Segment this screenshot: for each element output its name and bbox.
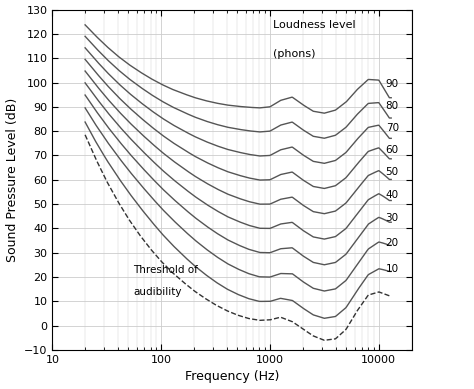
Text: Threshold of: Threshold of [133, 265, 198, 275]
Text: 90: 90 [386, 79, 399, 89]
Text: (phons): (phons) [273, 49, 316, 59]
Y-axis label: Sound Pressure Level (dB): Sound Pressure Level (dB) [6, 98, 18, 262]
Text: 70: 70 [386, 123, 399, 133]
X-axis label: Frequency (Hz): Frequency (Hz) [185, 370, 279, 384]
Text: 80: 80 [386, 101, 399, 111]
Text: audibility: audibility [133, 287, 182, 296]
Text: 30: 30 [386, 213, 399, 223]
Text: Loudness level: Loudness level [273, 20, 356, 30]
Text: 60: 60 [386, 145, 399, 155]
Text: 10: 10 [386, 264, 399, 274]
Text: 40: 40 [386, 190, 399, 200]
Text: 20: 20 [386, 238, 399, 247]
Text: 50: 50 [386, 167, 399, 177]
